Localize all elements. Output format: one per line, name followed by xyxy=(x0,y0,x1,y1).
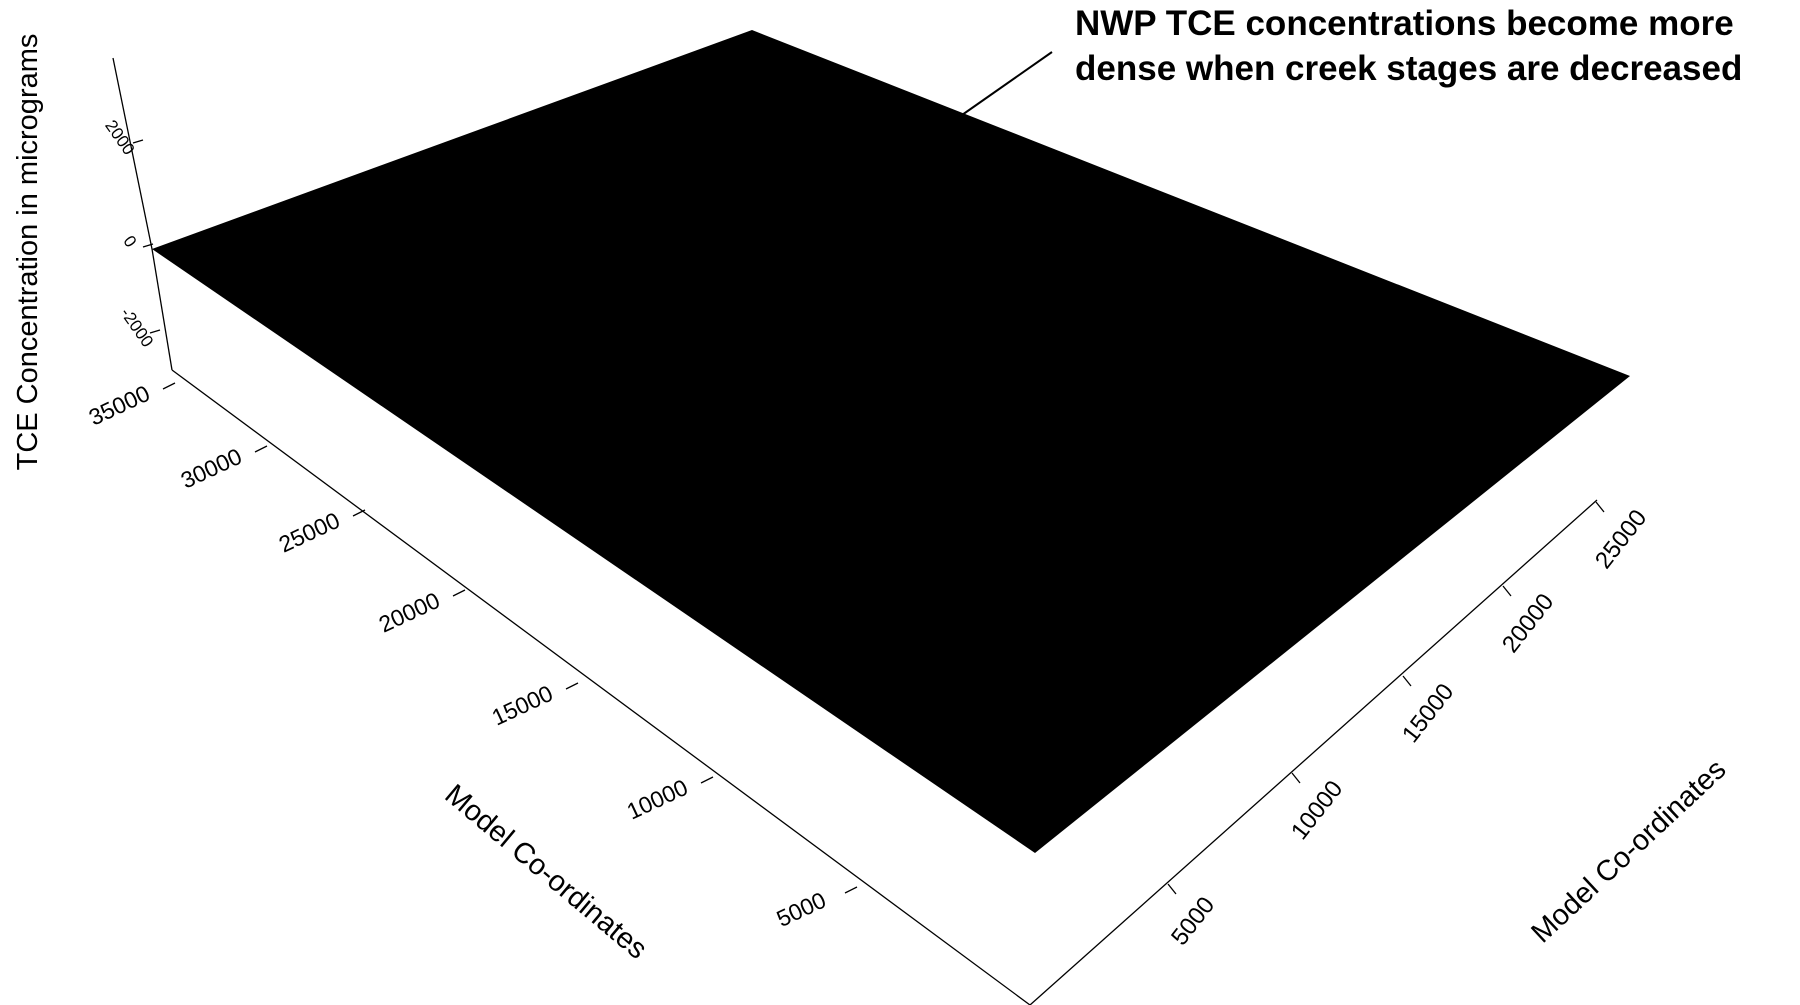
z-axis-tick-label: 2000 xyxy=(101,116,138,158)
right-axis-tick-mark xyxy=(1168,884,1176,894)
annotation-line-1: NWP TCE concentrations become more xyxy=(1075,4,1734,43)
left-axis-title: Model Co-ordinates xyxy=(439,779,653,966)
z-axis-upper-line xyxy=(113,58,152,249)
left-axis-tick-label: 35000 xyxy=(85,380,154,431)
left-axis-tick-mark xyxy=(255,446,267,452)
left-axis-tick-mark xyxy=(163,383,175,389)
z-axis-tick-label: 0 xyxy=(119,232,140,251)
left-axis-tick-mark xyxy=(453,590,465,596)
right-axis-tick-label: 5000 xyxy=(1166,892,1220,951)
right-axis-tick-mark xyxy=(1596,502,1604,512)
z-axis-lower-line xyxy=(152,249,172,370)
left-axis-tick-label: 5000 xyxy=(773,887,830,932)
right-axis-tick-mark xyxy=(1503,586,1511,596)
right-axis-tick-label: 15000 xyxy=(1397,679,1459,748)
annotation-line-2: dense when creek stages are decreased xyxy=(1075,49,1742,88)
left-axis-tick-label: 20000 xyxy=(375,587,444,638)
right-axis-tick-label: 20000 xyxy=(1497,589,1559,658)
right-axis-tick-mark xyxy=(1292,773,1300,783)
right-axis-tick-label: 25000 xyxy=(1590,505,1652,574)
z-axis-tick-label: -2000 xyxy=(117,304,158,351)
z-axis-title: TCE Concentration in micrograms xyxy=(12,34,44,471)
annotation-leader-line xyxy=(962,52,1052,115)
left-axis-tick-mark xyxy=(845,887,857,893)
left-axis-tick-label: 15000 xyxy=(488,680,557,731)
right-axis-tick-label: 10000 xyxy=(1286,776,1348,845)
left-axis-tick-label: 30000 xyxy=(177,443,246,494)
left-axis-tick-mark xyxy=(701,777,713,783)
left-axis-tick-label: 10000 xyxy=(623,774,692,825)
right-axis-title: Model Co-ordinates xyxy=(1525,753,1732,949)
right-axis-tick-mark xyxy=(1403,676,1411,686)
left-axis-tick-label: 25000 xyxy=(275,507,344,558)
left-axis-tick-mark xyxy=(353,510,365,516)
left-axis-tick-mark xyxy=(566,683,578,689)
